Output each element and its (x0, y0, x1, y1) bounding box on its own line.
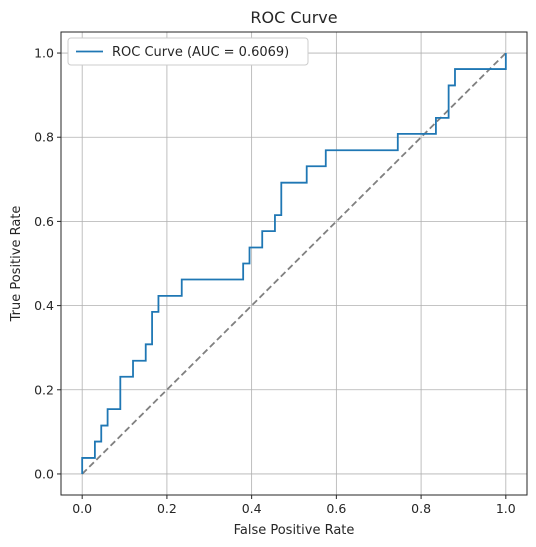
x-tick-label: 0.2 (157, 501, 177, 516)
y-tick-label: 0.6 (34, 214, 54, 229)
y-tick-label: 0.8 (34, 130, 54, 145)
chart-title: ROC Curve (250, 8, 337, 27)
y-tick-label: 0.0 (34, 466, 54, 481)
x-tick-label: 0.0 (72, 501, 92, 516)
y-tick-label: 1.0 (34, 46, 54, 61)
x-tick-label: 0.8 (411, 501, 431, 516)
x-tick-label: 0.6 (326, 501, 346, 516)
y-tick-label: 0.4 (34, 298, 54, 313)
y-axis-label: True Positive Rate (9, 206, 24, 323)
x-tick-label: 0.4 (242, 501, 262, 516)
legend: ROC Curve (AUC = 0.6069) (68, 38, 308, 65)
x-axis-label: False Positive Rate (234, 523, 355, 538)
y-tick-label: 0.2 (34, 382, 54, 397)
x-tick-label: 1.0 (496, 501, 516, 516)
legend-entry-roc: ROC Curve (AUC = 0.6069) (112, 45, 289, 60)
